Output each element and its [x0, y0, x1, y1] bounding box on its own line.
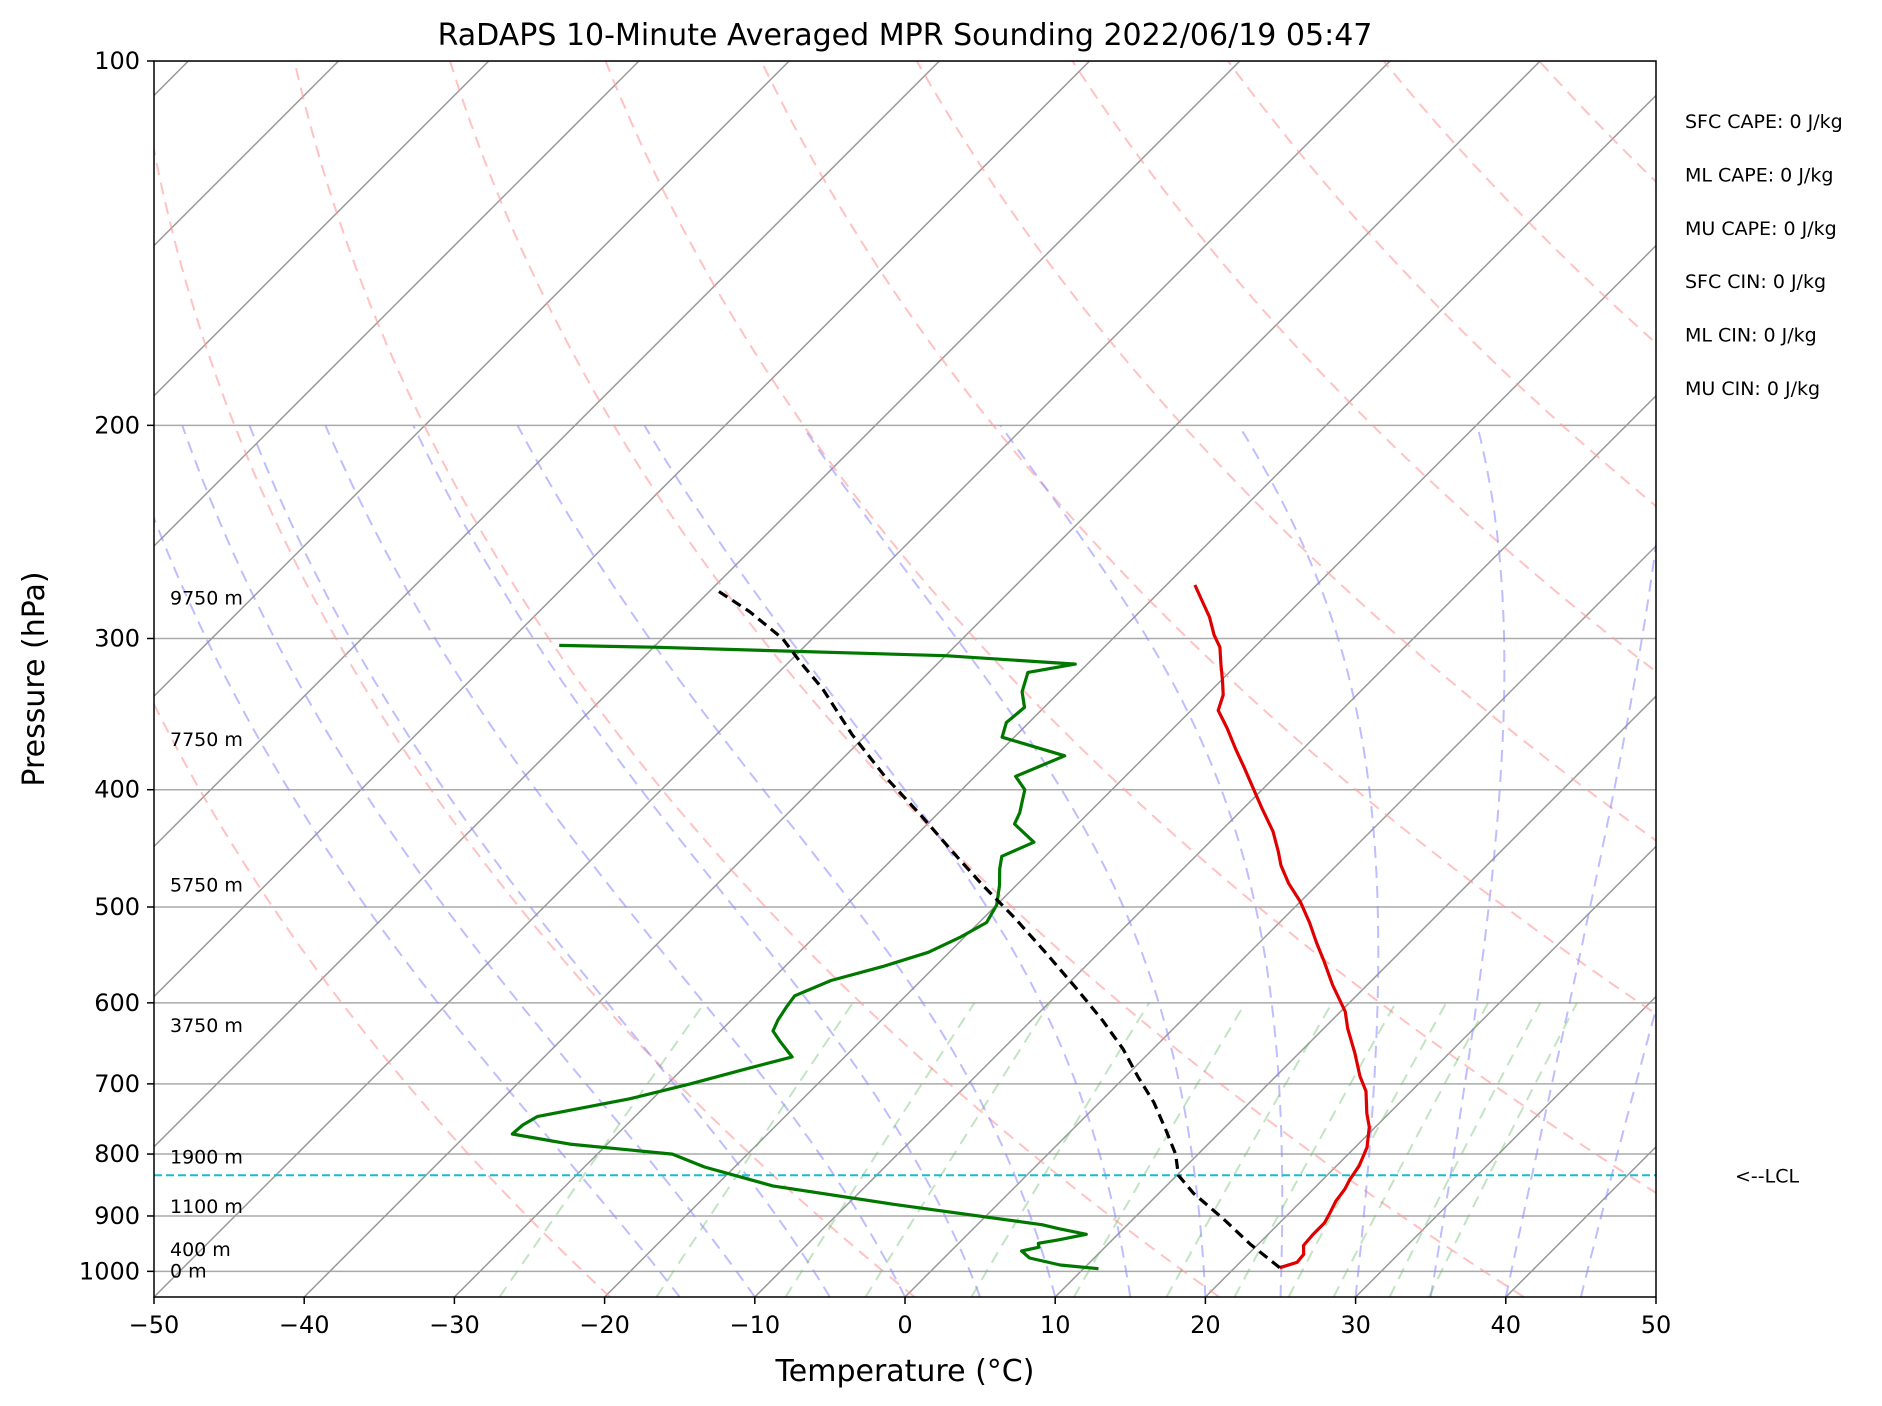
index-mu-cape: MU CAPE: 0 J/kg — [1685, 218, 1837, 240]
y-tick-label: 600 — [94, 989, 140, 1017]
height-label: 3750 m — [170, 1015, 243, 1037]
dry-adiabat-line — [293, 61, 1220, 1297]
isotherm-line — [154, 61, 1241, 1148]
isotherm-line — [154, 61, 1391, 1297]
height-label: 1100 m — [170, 1196, 243, 1218]
stability-indices: SFC CAPE: 0 J/kg ML CAPE: 0 J/kg MU CAPE: … — [1685, 111, 1843, 400]
isotherm-line — [754, 394, 1656, 1297]
mixing-ratio-line — [1332, 1002, 1489, 1297]
x-tick-label: 50 — [1641, 1311, 1672, 1339]
height-label: 5750 m — [170, 875, 243, 897]
lcl-label: <--LCL — [1735, 1165, 1799, 1187]
dry-adiabat-line — [1382, 61, 1656, 345]
moist-adiabat-line — [248, 425, 831, 1297]
mixing-ratio-line — [1427, 1002, 1578, 1297]
dry-adiabat-line — [1850, 61, 1882, 1297]
isotherm-line — [1505, 1145, 1656, 1297]
x-tick-label: 30 — [1340, 1311, 1371, 1339]
x-tick-label: 10 — [1040, 1311, 1071, 1339]
chart-title: RaDAPS 10-Minute Averaged MPR Sounding 2… — [438, 18, 1373, 53]
y-tick-label: 300 — [94, 624, 140, 652]
moist-adiabat-line — [412, 424, 982, 1297]
dry-adiabat-line — [1538, 61, 1656, 184]
moist-adiabat-line — [999, 424, 1284, 1297]
moist-adiabat-line — [1504, 537, 1656, 1297]
isotherm-line — [1655, 1295, 1656, 1297]
x-tick-label: −20 — [579, 1311, 630, 1339]
height-label: 400 m — [170, 1239, 231, 1261]
isotherm-line — [154, 61, 940, 848]
y-tick-label: 700 — [94, 1070, 140, 1098]
mixing-ratio-line — [970, 1002, 1151, 1297]
isotherm-line — [154, 61, 490, 397]
parcel-line — [714, 587, 1281, 1269]
isotherm-line — [1806, 61, 1882, 1297]
x-tick-label: 40 — [1491, 1311, 1522, 1339]
isotherm-line — [1054, 695, 1656, 1297]
mixing-ratio-line — [1388, 1002, 1542, 1297]
dry-adiabat-line — [1227, 61, 1656, 508]
moist-adiabat-line — [643, 424, 1132, 1297]
dewpoint-line — [510, 643, 1099, 1271]
moist-adiabat-line — [181, 425, 756, 1297]
moist-adiabat-line — [516, 424, 1057, 1297]
y-tick-label: 100 — [94, 47, 140, 75]
y-axis-label: Pressure (hPa) — [17, 571, 52, 786]
dry-adiabat-line — [604, 61, 1656, 1195]
mixing-ratio-line — [1233, 1002, 1397, 1297]
temperature-line — [1193, 584, 1371, 1270]
moist-adiabat-line — [1579, 1005, 1656, 1297]
dry-adiabat-line — [915, 61, 1656, 842]
height-label: 7750 m — [170, 729, 243, 751]
y-tick-label: 200 — [94, 411, 140, 439]
dry-adiabat-line — [154, 144, 916, 1297]
moist-adiabat-line — [801, 424, 1207, 1297]
dry-adiabat-line — [154, 701, 611, 1297]
index-sfc-cin: SFC CIN: 0 J/kg — [1685, 271, 1826, 293]
isotherm-line — [154, 61, 1091, 998]
index-ml-cape: ML CAPE: 0 J/kg — [1685, 164, 1833, 186]
dry-adiabat-line — [1695, 61, 1882, 1297]
x-tick-label: −40 — [279, 1311, 330, 1339]
x-tick-label: −30 — [429, 1311, 480, 1339]
x-tick-label: 0 — [897, 1311, 912, 1339]
background-lines — [154, 61, 1882, 1297]
moist-adiabat-line — [324, 425, 906, 1297]
index-sfc-cape: SFC CAPE: 0 J/kg — [1685, 111, 1843, 133]
height-label: 1900 m — [170, 1146, 243, 1168]
x-tick-label: 20 — [1190, 1311, 1221, 1339]
x-tick-label: −10 — [729, 1311, 780, 1339]
x-axis-ticks: −50 −40 −30 −20 −10 0 10 20 30 40 50 — [129, 1297, 1672, 1339]
isotherm-line — [1355, 995, 1656, 1297]
y-tick-label: 500 — [94, 893, 140, 921]
mixing-ratio-line — [784, 1002, 976, 1297]
y-tick-label: 800 — [94, 1140, 140, 1168]
mixing-ratio-line — [1165, 1002, 1333, 1297]
isotherm-line — [303, 61, 1541, 1297]
x-tick-label: −50 — [129, 1311, 180, 1339]
mixing-ratio-line — [655, 1002, 854, 1297]
mixing-ratio-line — [1073, 1002, 1247, 1297]
y-tick-label: 1000 — [79, 1257, 140, 1285]
mixing-ratio-line — [864, 1002, 1051, 1297]
height-label: 0 m — [170, 1260, 207, 1282]
dry-adiabat-line — [1071, 61, 1656, 673]
dry-adiabat-line — [449, 61, 1525, 1297]
isotherm-line — [904, 544, 1656, 1297]
y-axis-ticks: 100 200 300 400 500 600 700 800 900 1000 — [79, 47, 154, 1285]
isotherm-line — [154, 61, 640, 548]
y-tick-label: 400 — [94, 776, 140, 804]
index-ml-cin: ML CIN: 0 J/kg — [1685, 325, 1817, 347]
x-axis-label: Temperature (°C) — [775, 1354, 1035, 1389]
y-tick-label: 900 — [94, 1202, 140, 1230]
isotherm-line — [1204, 845, 1656, 1297]
isotherm-line — [154, 61, 790, 698]
index-mu-cin: MU CIN: 0 J/kg — [1685, 378, 1820, 400]
height-label: 9750 m — [170, 587, 243, 609]
series-lines — [154, 584, 1656, 1271]
height-labels: 9750 m 7750 m 5750 m 3750 m 1900 m 1100 m 400 … — [170, 587, 243, 1282]
dry-adiabat-line — [760, 61, 1656, 1016]
